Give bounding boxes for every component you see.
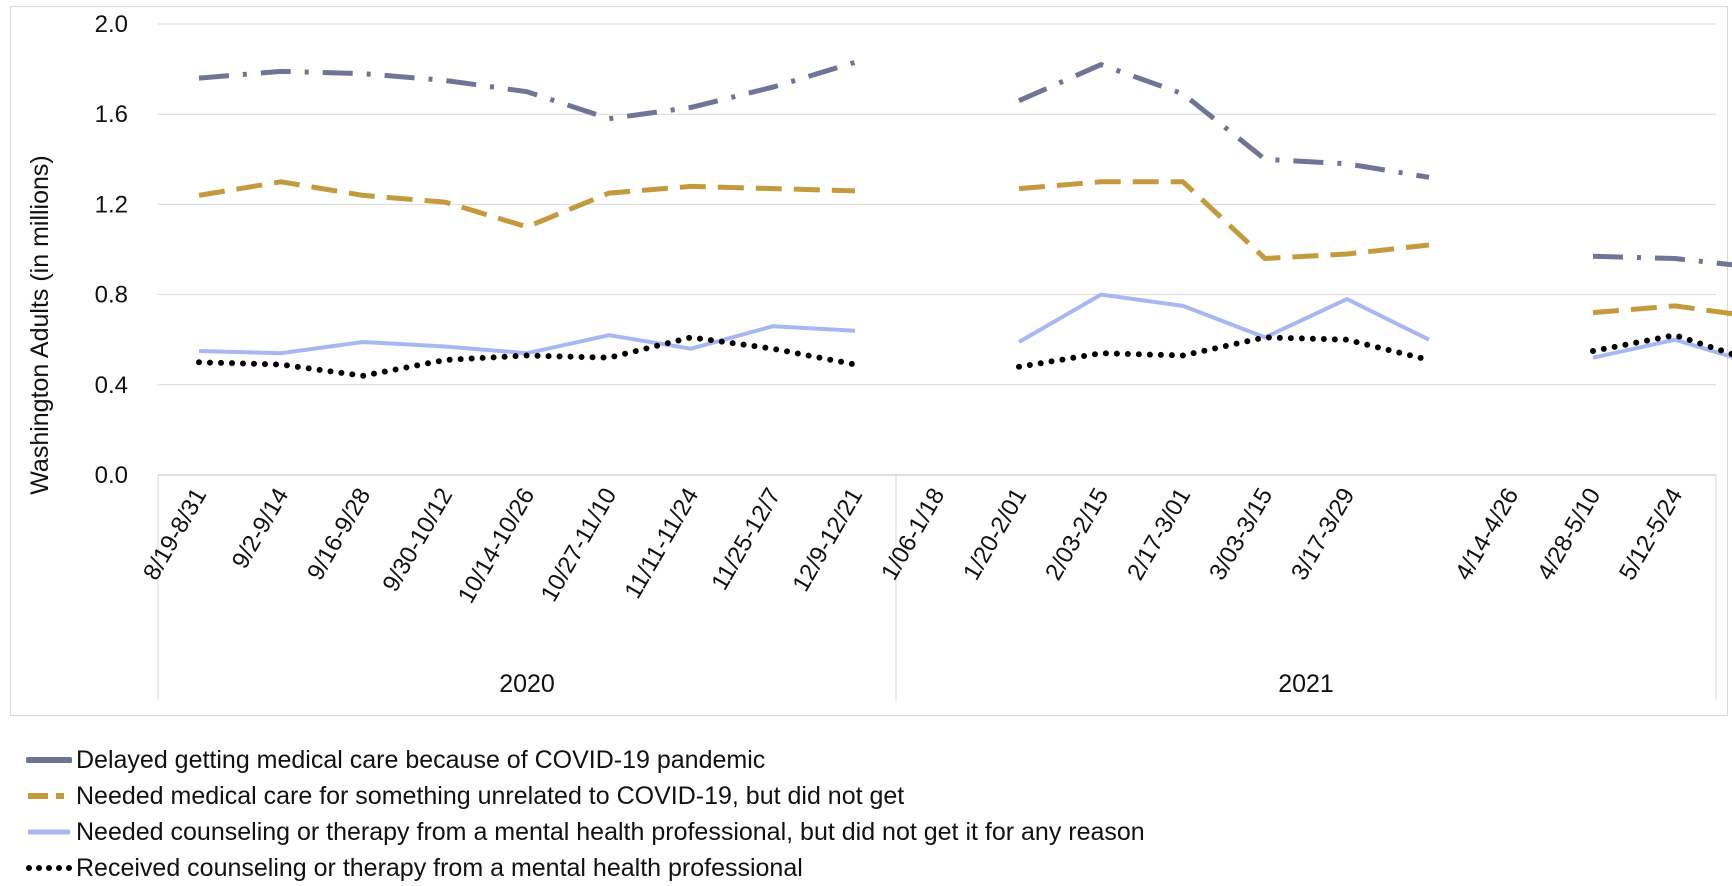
legend-swatch-solid [28,829,70,835]
x-tick-label-3: 9/30-10/12 [377,484,458,597]
x-tick-label-5: 10/27-11/10 [536,484,623,607]
legend-item-needed-medical: Needed medical care for something unrela… [26,778,1716,814]
series-0-line-segment-1 [1017,62,1430,180]
series-0-line-segment-2 [1592,253,1732,268]
legend-label-needed-counseling: Needed counseling or therapy from a ment… [76,817,1145,846]
x-tick-label-1: 9/2-9/14 [227,484,294,574]
series-2-line-segment-2 [1592,337,1732,360]
x-tick-label-9: 1/06-1/18 [876,484,950,585]
legend-label-delayed: Delayed getting medical care because of … [76,745,766,774]
legend-swatch-dashed [28,793,70,799]
x-tick-label-8: 12/9-12/21 [787,484,868,597]
x-tick-label-4: 10/14-10/26 [453,484,540,608]
legend-label-received-counseling: Received counseling or therapy from a me… [76,853,803,882]
x-tick-label-17: 4/28-5/10 [1532,484,1606,585]
series-3-line-segment-0 [196,334,858,379]
y-tick-label-5: 2.0 [95,11,128,38]
series-2-line-segment-1 [1017,292,1430,344]
legend-swatch-dashdot [26,757,72,763]
series-1-line-segment-1 [1018,179,1430,261]
year-label-2020: 2020 [499,670,555,698]
chart-frame [10,6,1728,716]
legend-item-delayed: Delayed getting medical care because of … [26,742,1716,778]
series-3-line-segment-1 [1016,334,1432,370]
x-tick-label-2: 9/16-9/28 [302,484,376,585]
legend: Delayed getting medical care because of … [26,742,1716,886]
legend-item-received-counseling: Received counseling or therapy from a me… [26,850,1716,886]
y-tick-label-1: 0.4 [95,372,128,399]
y-axis-title: Washington Adults (in millions) [26,155,54,495]
x-tick-label-12: 2/17-3/01 [1122,484,1196,585]
x-tick-label-10: 1/20-2/01 [958,484,1032,585]
x-tick-label-18: 5/12-5/24 [1614,484,1688,585]
series-0-line-segment-0 [198,59,856,122]
x-tick-label-0: 8/19-8/31 [138,484,212,585]
legend-item-needed-counseling: Needed counseling or therapy from a ment… [26,814,1716,850]
x-tick-label-16: 4/14-4/26 [1450,484,1524,585]
series-2-line-segment-0 [198,324,856,356]
series-3-line-segment-2 [1590,332,1732,358]
year-label-2021: 2021 [1278,670,1334,698]
y-tick-label-4: 1.6 [95,101,128,128]
series-1-line-segment-2 [1592,303,1732,317]
x-tick-label-6: 11/11-11/24 [619,484,704,604]
y-tick-label-3: 1.2 [95,191,128,218]
legend-swatch-dotted [26,865,72,871]
y-tick-label-0: 0.0 [95,462,128,489]
legend-label-needed-medical: Needed medical care for something unrela… [76,781,905,810]
x-tick-label-13: 3/03-3/15 [1204,484,1278,585]
line-chart: 0.0 0.4 0.8 1.2 1.6 2.0 8/19-8/31 9/2-9/14 9/16-… [26,11,1732,700]
x-tick-label-7: 11/25-12/7 [706,484,786,595]
x-tick-label-14: 3/17-3/29 [1286,484,1360,585]
y-tick-label-2: 0.8 [95,282,128,309]
x-tick-label-11: 2/03-2/15 [1040,484,1114,585]
